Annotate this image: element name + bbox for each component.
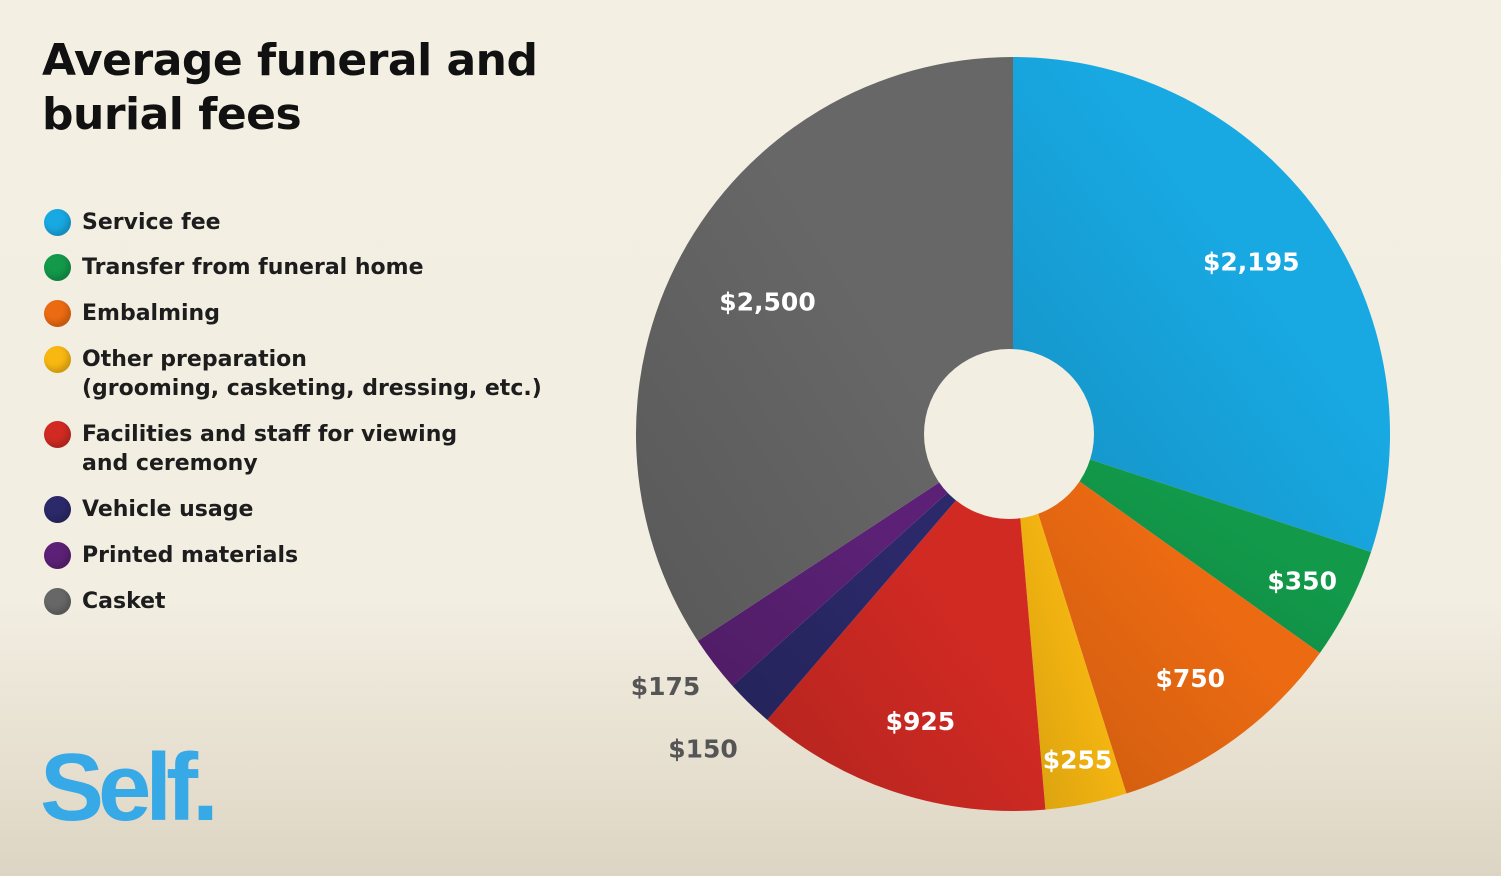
- logo-text: Self: [40, 734, 198, 841]
- pie-slice-shade: [1013, 434, 1127, 810]
- legend-item-printed: Printed materials: [44, 541, 582, 570]
- data-label-facilities: $925: [886, 707, 956, 736]
- legend-label: Facilities and staff for viewing and cer…: [82, 422, 458, 476]
- legend-swatch: [44, 421, 71, 448]
- legend-item-other-preparation: Other preparation (grooming, casketing, …: [44, 345, 582, 403]
- legend-item-vehicle: Vehicle usage: [44, 495, 582, 524]
- legend-label: Embalming: [82, 301, 220, 326]
- legend-item-service-fee: Service fee: [44, 208, 582, 237]
- data-label-other-preparation: $255: [1043, 745, 1113, 774]
- pie-slice-shade: [697, 434, 1013, 686]
- legend-item-casket: Casket: [44, 587, 582, 616]
- self-logo: Self.: [40, 738, 219, 838]
- data-label-casket: $2,500: [719, 287, 815, 316]
- legend-swatch: [44, 254, 71, 281]
- pie-slice-shade: [1013, 434, 1372, 653]
- legend-item-transfer: Transfer from funeral home: [44, 253, 582, 282]
- legend-label: Vehicle usage: [82, 497, 254, 522]
- legend-label: Casket: [82, 589, 166, 614]
- legend-swatch: [44, 588, 71, 615]
- pie-slice-shade: [1013, 57, 1390, 553]
- chart-title: Average funeral and burial fees: [42, 35, 538, 140]
- legend-label: Service fee: [82, 210, 221, 235]
- legend-item-facilities: Facilities and staff for viewing and cer…: [44, 420, 582, 478]
- data-label-vehicle: $150: [668, 734, 738, 763]
- slice-labels: $2,195 $350 $750 $255 $925 $150 $175 $2,500: [631, 248, 1337, 775]
- data-label-service-fee: $2,195: [1203, 248, 1299, 277]
- legend-swatch: [44, 542, 71, 569]
- pie-slice-shade: [767, 434, 1046, 812]
- pie-slice-shade: [1013, 434, 1320, 794]
- pie-slice-shade: [635, 57, 1013, 641]
- legend-swatch: [44, 346, 71, 373]
- legend-label: Printed materials: [82, 543, 299, 568]
- donut-hole: [924, 349, 1094, 519]
- legend-swatch: [44, 496, 71, 523]
- legend-swatch: [44, 300, 71, 327]
- legend-label: Other preparation (grooming, casketing, …: [82, 347, 542, 401]
- data-label-printed: $175: [631, 672, 701, 701]
- data-label-transfer: $350: [1267, 567, 1337, 596]
- legend-label: Transfer from funeral home: [82, 255, 424, 280]
- data-label-embalming: $750: [1155, 664, 1225, 693]
- legend-item-embalming: Embalming: [44, 299, 582, 328]
- legend-swatch: [44, 209, 71, 236]
- pie-slices: [635, 57, 1390, 812]
- pie-slice-shade: [732, 434, 1013, 720]
